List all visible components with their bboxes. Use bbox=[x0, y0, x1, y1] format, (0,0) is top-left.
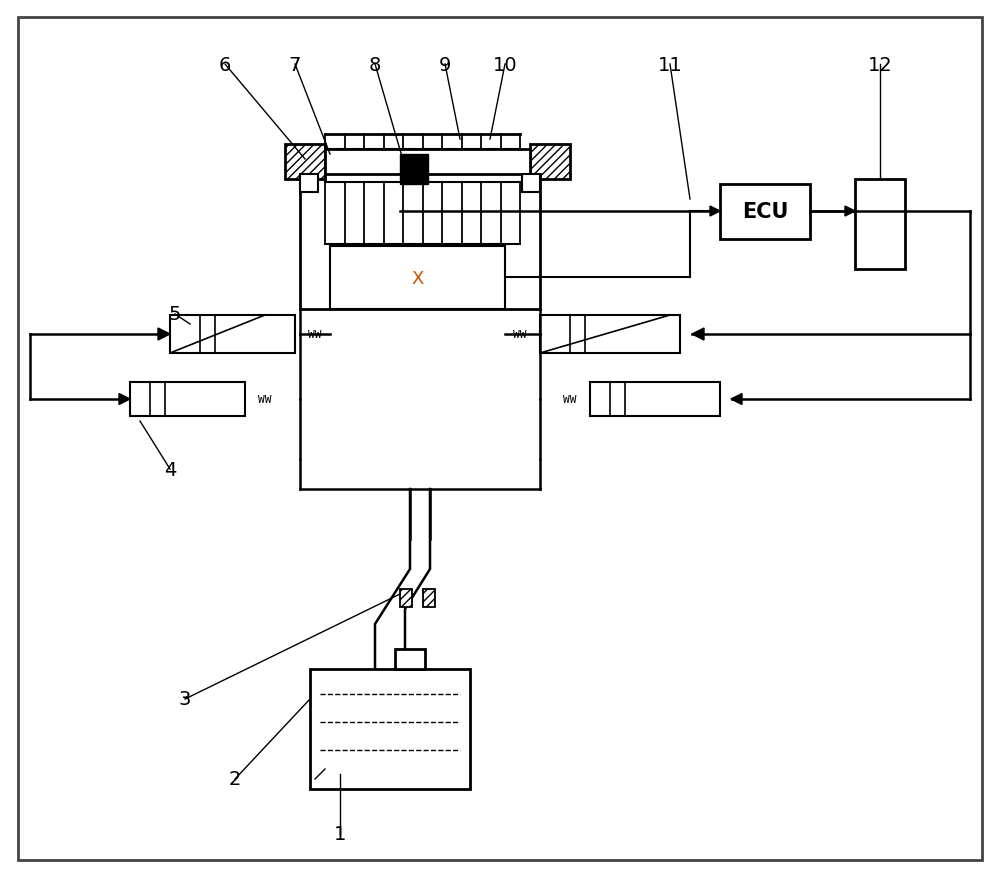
Bar bbox=[423, 589, 435, 608]
Text: 3: 3 bbox=[179, 690, 191, 709]
Polygon shape bbox=[158, 328, 170, 341]
Polygon shape bbox=[845, 206, 855, 217]
Bar bbox=[310, 669, 470, 789]
Bar bbox=[540, 315, 680, 354]
Text: 12: 12 bbox=[868, 55, 892, 75]
Text: 9: 9 bbox=[439, 55, 451, 75]
Text: X: X bbox=[411, 270, 424, 287]
Text: 7: 7 bbox=[289, 55, 301, 75]
Polygon shape bbox=[710, 206, 720, 217]
Bar bbox=[300, 175, 318, 193]
Text: ECU: ECU bbox=[742, 202, 788, 222]
Bar bbox=[720, 184, 810, 240]
Bar bbox=[170, 315, 295, 354]
Bar bbox=[400, 589, 412, 608]
Bar bbox=[522, 175, 540, 193]
Text: 6: 6 bbox=[219, 55, 231, 75]
Text: 2: 2 bbox=[229, 770, 241, 788]
Bar bbox=[400, 155, 428, 184]
Text: WW: WW bbox=[563, 394, 577, 405]
Bar bbox=[330, 247, 505, 310]
Polygon shape bbox=[119, 394, 130, 405]
Bar bbox=[590, 383, 720, 416]
Text: WW: WW bbox=[258, 394, 272, 405]
Text: 11: 11 bbox=[658, 55, 682, 75]
Text: 5: 5 bbox=[169, 306, 181, 324]
Bar bbox=[530, 145, 570, 180]
Text: WW: WW bbox=[513, 329, 527, 340]
Bar bbox=[395, 649, 425, 669]
Text: 4: 4 bbox=[164, 460, 176, 479]
Bar bbox=[285, 145, 325, 180]
Polygon shape bbox=[692, 328, 704, 341]
Bar bbox=[325, 150, 530, 175]
Text: 10: 10 bbox=[493, 55, 517, 75]
Bar bbox=[855, 180, 905, 270]
Text: 8: 8 bbox=[369, 55, 381, 75]
Text: WW: WW bbox=[308, 329, 322, 340]
Bar bbox=[130, 383, 245, 416]
Polygon shape bbox=[731, 394, 742, 405]
Text: 1: 1 bbox=[334, 824, 346, 844]
